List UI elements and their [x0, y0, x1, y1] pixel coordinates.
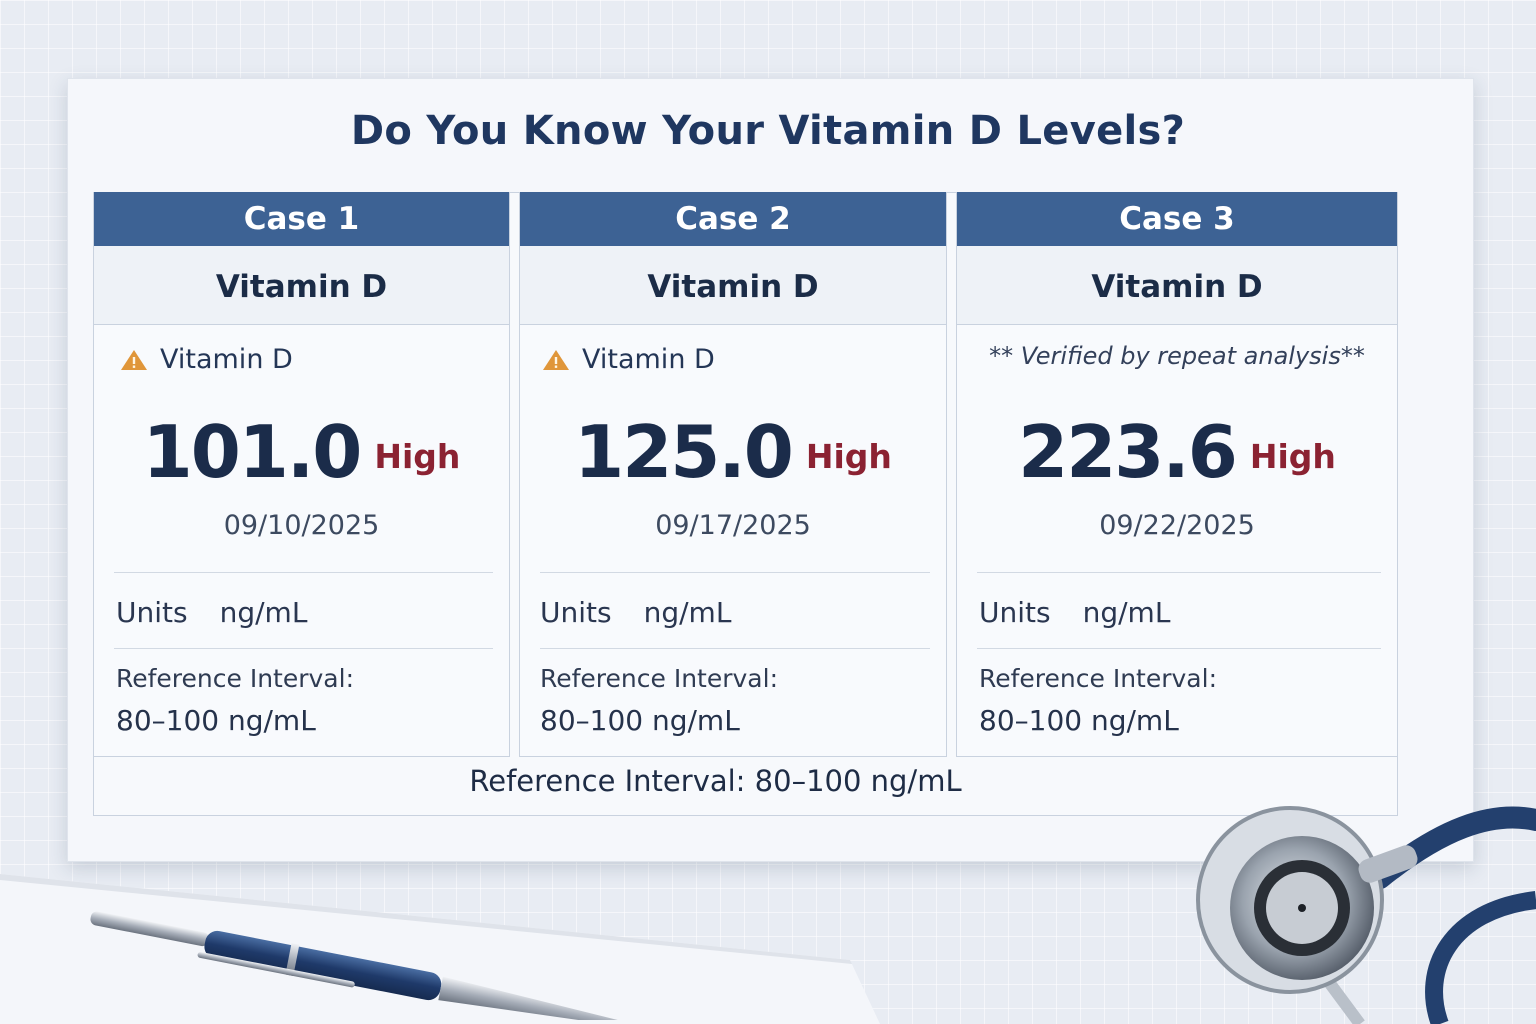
- result-value-row: 101.0 High: [94, 410, 509, 494]
- case-column-1: Case 1 Vitamin D Vitamin D 101.0 High 09/…: [93, 192, 510, 757]
- units-row: Units ng/mL: [979, 596, 1170, 629]
- case-header: Case 1: [94, 192, 509, 246]
- reference-label: Reference Interval:: [540, 664, 779, 693]
- high-flag: High: [374, 436, 461, 476]
- result-flag-note: Vitamin D: [542, 344, 715, 375]
- result-value-row: 125.0 High: [520, 410, 946, 494]
- case-column-3: Case 3 Vitamin D ** Verified by repeat a…: [956, 192, 1398, 757]
- reference-label: Reference Interval:: [116, 664, 355, 693]
- result-date: 09/22/2025: [1099, 510, 1255, 541]
- case-column-2: Case 2 Vitamin D Vitamin D 125.0 High 09/…: [519, 192, 947, 757]
- result-value: 223.6: [1018, 410, 1238, 494]
- units-row: Units ng/mL: [540, 596, 731, 629]
- footer-reference-interval: Reference Interval: 80–100 ng/mL: [469, 764, 962, 798]
- high-flag: High: [805, 436, 892, 476]
- result-value: 125.0: [574, 410, 794, 494]
- divider: [977, 648, 1381, 649]
- divider: [540, 648, 930, 649]
- units-value: ng/mL: [1082, 596, 1171, 629]
- test-name: Vitamin D: [957, 246, 1397, 325]
- result-value: 101.0: [142, 410, 363, 494]
- warning-icon: [543, 349, 569, 370]
- result-flag-note: Vitamin D: [120, 344, 293, 375]
- units-label: Units: [116, 596, 188, 629]
- divider: [114, 648, 493, 649]
- result-value-row: 223.6 High: [957, 410, 1397, 494]
- note-text: Vitamin D: [160, 344, 293, 375]
- reference-value: 80–100 ng/mL: [540, 704, 740, 737]
- paper-sheet: [0, 874, 880, 1024]
- case-header: Case 2: [520, 192, 946, 246]
- reference-value: 80–100 ng/mL: [116, 704, 316, 737]
- units-row: Units ng/mL: [116, 596, 307, 629]
- case-header: Case 3: [957, 192, 1397, 246]
- page-title: Do You Know Your Vitamin D Levels?: [350, 108, 1186, 154]
- units-value: ng/mL: [219, 596, 308, 629]
- test-name: Vitamin D: [94, 246, 509, 325]
- stethoscope-icon: [1196, 806, 1536, 1024]
- units-value: ng/mL: [643, 596, 732, 629]
- result-date: 09/10/2025: [223, 510, 380, 541]
- pen-icon: [90, 911, 647, 1020]
- warning-icon: [121, 349, 147, 370]
- units-label: Units: [979, 596, 1051, 629]
- units-label: Units: [540, 596, 612, 629]
- test-name: Vitamin D: [520, 246, 946, 325]
- note-text: Vitamin D: [582, 344, 715, 375]
- divider: [977, 572, 1381, 573]
- reference-value: 80–100 ng/mL: [979, 704, 1179, 737]
- divider: [540, 572, 930, 573]
- verification-note: ** Verified by repeat analysis**: [989, 342, 1365, 370]
- high-flag: High: [1249, 436, 1336, 476]
- result-date: 09/17/2025: [655, 510, 811, 541]
- reference-label: Reference Interval:: [979, 664, 1218, 693]
- divider: [114, 572, 493, 573]
